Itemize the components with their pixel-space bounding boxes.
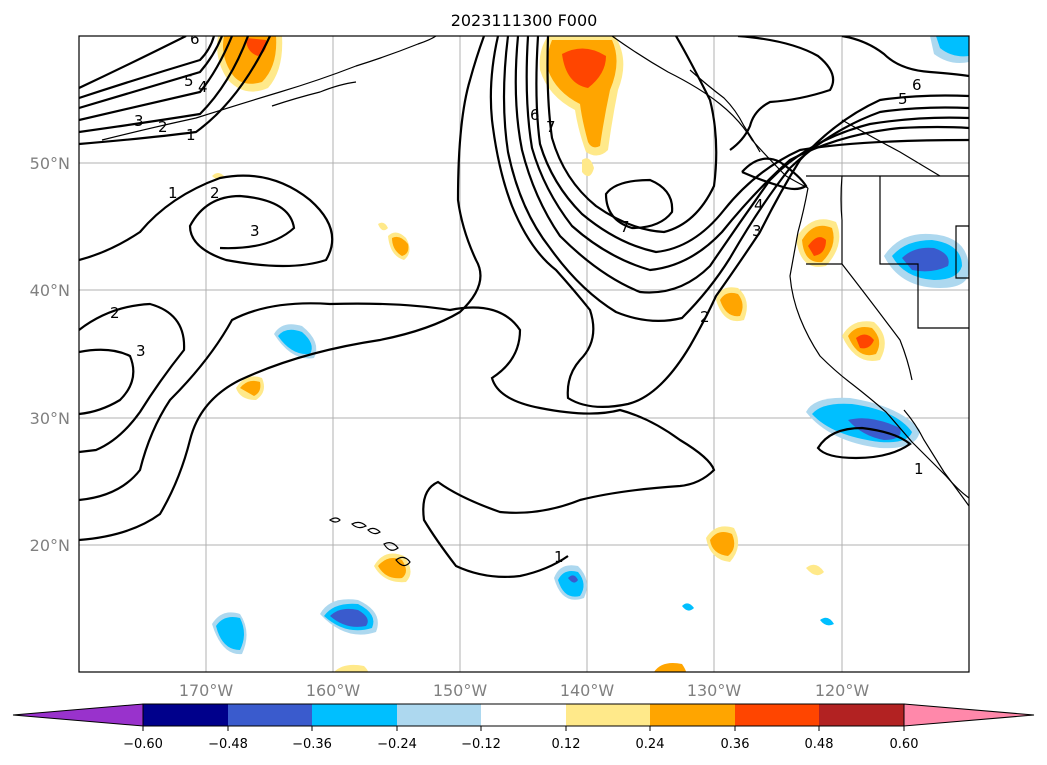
contour-label: 4	[754, 196, 764, 214]
anomaly-blob	[582, 158, 594, 177]
contour-label: 3	[250, 222, 260, 240]
contour-label: 7	[546, 118, 556, 136]
contour-label: 6	[530, 106, 540, 124]
colorbar-tick-label: −0.48	[208, 737, 248, 752]
anomaly-blob	[654, 663, 686, 672]
colorbar-segment	[481, 704, 566, 726]
contour-label: 2	[210, 184, 220, 202]
coastlines	[101, 36, 969, 567]
colorbar-tick-label: −0.12	[461, 737, 501, 752]
lon-label: 150°W	[433, 681, 488, 700]
contour-label: 7	[620, 218, 630, 236]
colorbar: −0.60 −0.48 −0.36 −0.24 −0.12 0.12 0.24 …	[12, 703, 1035, 752]
contour-label: 3	[134, 112, 144, 130]
lon-label: 140°W	[560, 681, 615, 700]
anomaly-blob	[330, 608, 368, 627]
anomaly-blob	[562, 48, 606, 88]
colorbar-tick-label: −0.36	[292, 737, 332, 752]
contour-label: 5	[898, 90, 908, 108]
plot-border	[78, 35, 970, 673]
contour-label: 4	[198, 78, 208, 96]
lon-label: 160°W	[306, 681, 361, 700]
colorbar-tick-label: −0.24	[377, 737, 417, 752]
colorbar-tick-label: −0.60	[123, 737, 163, 752]
colorbar-ticks	[142, 726, 905, 731]
contour-label: 2	[110, 304, 120, 322]
contour-label-group: 6 5 4 3 2 1 1 2 3 2 3 6 7 7 6 5 4 3 2 1 …	[110, 30, 924, 566]
anomaly-blob	[902, 247, 949, 272]
colorbar-segment	[819, 704, 904, 726]
anomaly-blob	[558, 571, 584, 597]
anomaly-blob	[936, 36, 969, 57]
lon-axis: 170°W 160°W 150°W 140°W 130°W 120°W	[179, 681, 870, 700]
anomaly-blob	[378, 222, 388, 231]
colorbar-tick-label: 0.48	[805, 737, 834, 752]
anomaly-blob	[806, 564, 824, 576]
contour-label: 2	[700, 308, 710, 326]
anomaly-blob	[334, 664, 368, 672]
anomaly-blob	[568, 575, 578, 583]
anomaly-blob	[808, 237, 826, 256]
lat-label: 40°N	[30, 281, 70, 300]
map-title: 2023111300 F000	[451, 11, 598, 30]
anomaly-blob	[682, 603, 694, 611]
anomaly-blob	[216, 617, 244, 650]
anomaly-blob	[392, 236, 409, 256]
colorbar-segment	[228, 704, 312, 726]
contour-lines	[79, 36, 969, 578]
anomaly-blob	[856, 334, 874, 349]
colorbar-segment	[650, 704, 735, 726]
colorbar-segment	[397, 704, 481, 726]
colorbar-segment	[566, 704, 650, 726]
anomaly-blob	[720, 292, 743, 317]
colorbar-tick-label: 0.60	[890, 737, 919, 752]
contour-label: 6	[190, 30, 200, 48]
contour-label: 1	[554, 548, 564, 566]
anomaly-blob	[278, 329, 312, 355]
lon-label: 130°W	[687, 681, 742, 700]
colorbar-tick-label: 0.12	[552, 737, 581, 752]
lat-label: 30°N	[30, 409, 70, 428]
colorbar-segment	[735, 704, 819, 726]
colorbar-tick-label: 0.24	[636, 737, 665, 752]
anomaly-blob	[240, 380, 261, 396]
contour-label: 3	[752, 222, 762, 240]
lon-label: 170°W	[179, 681, 234, 700]
plot-area	[79, 36, 969, 672]
contour-label: 2	[158, 118, 168, 136]
contour-label: 5	[184, 72, 194, 90]
lat-label: 20°N	[30, 536, 70, 555]
colorbar-tick-label: 0.36	[721, 737, 750, 752]
lon-label: 120°W	[815, 681, 870, 700]
colorbar-extend-low	[12, 703, 144, 727]
colorbar-extend-high	[903, 703, 1035, 727]
colorbar-segment	[312, 704, 397, 726]
contour-label: 1	[168, 184, 178, 202]
contour-label: 1	[914, 460, 924, 478]
contour-label: 1	[186, 126, 196, 144]
anomaly-blob	[710, 532, 735, 556]
contour-label: 3	[136, 342, 146, 360]
lat-label: 50°N	[30, 154, 70, 173]
lat-axis: 50°N 40°N 30°N 20°N	[30, 154, 70, 555]
colorbar-segment	[143, 704, 228, 726]
colorbar-border	[142, 703, 905, 727]
contour-label: 6	[912, 76, 922, 94]
anomaly-blob	[820, 617, 834, 626]
